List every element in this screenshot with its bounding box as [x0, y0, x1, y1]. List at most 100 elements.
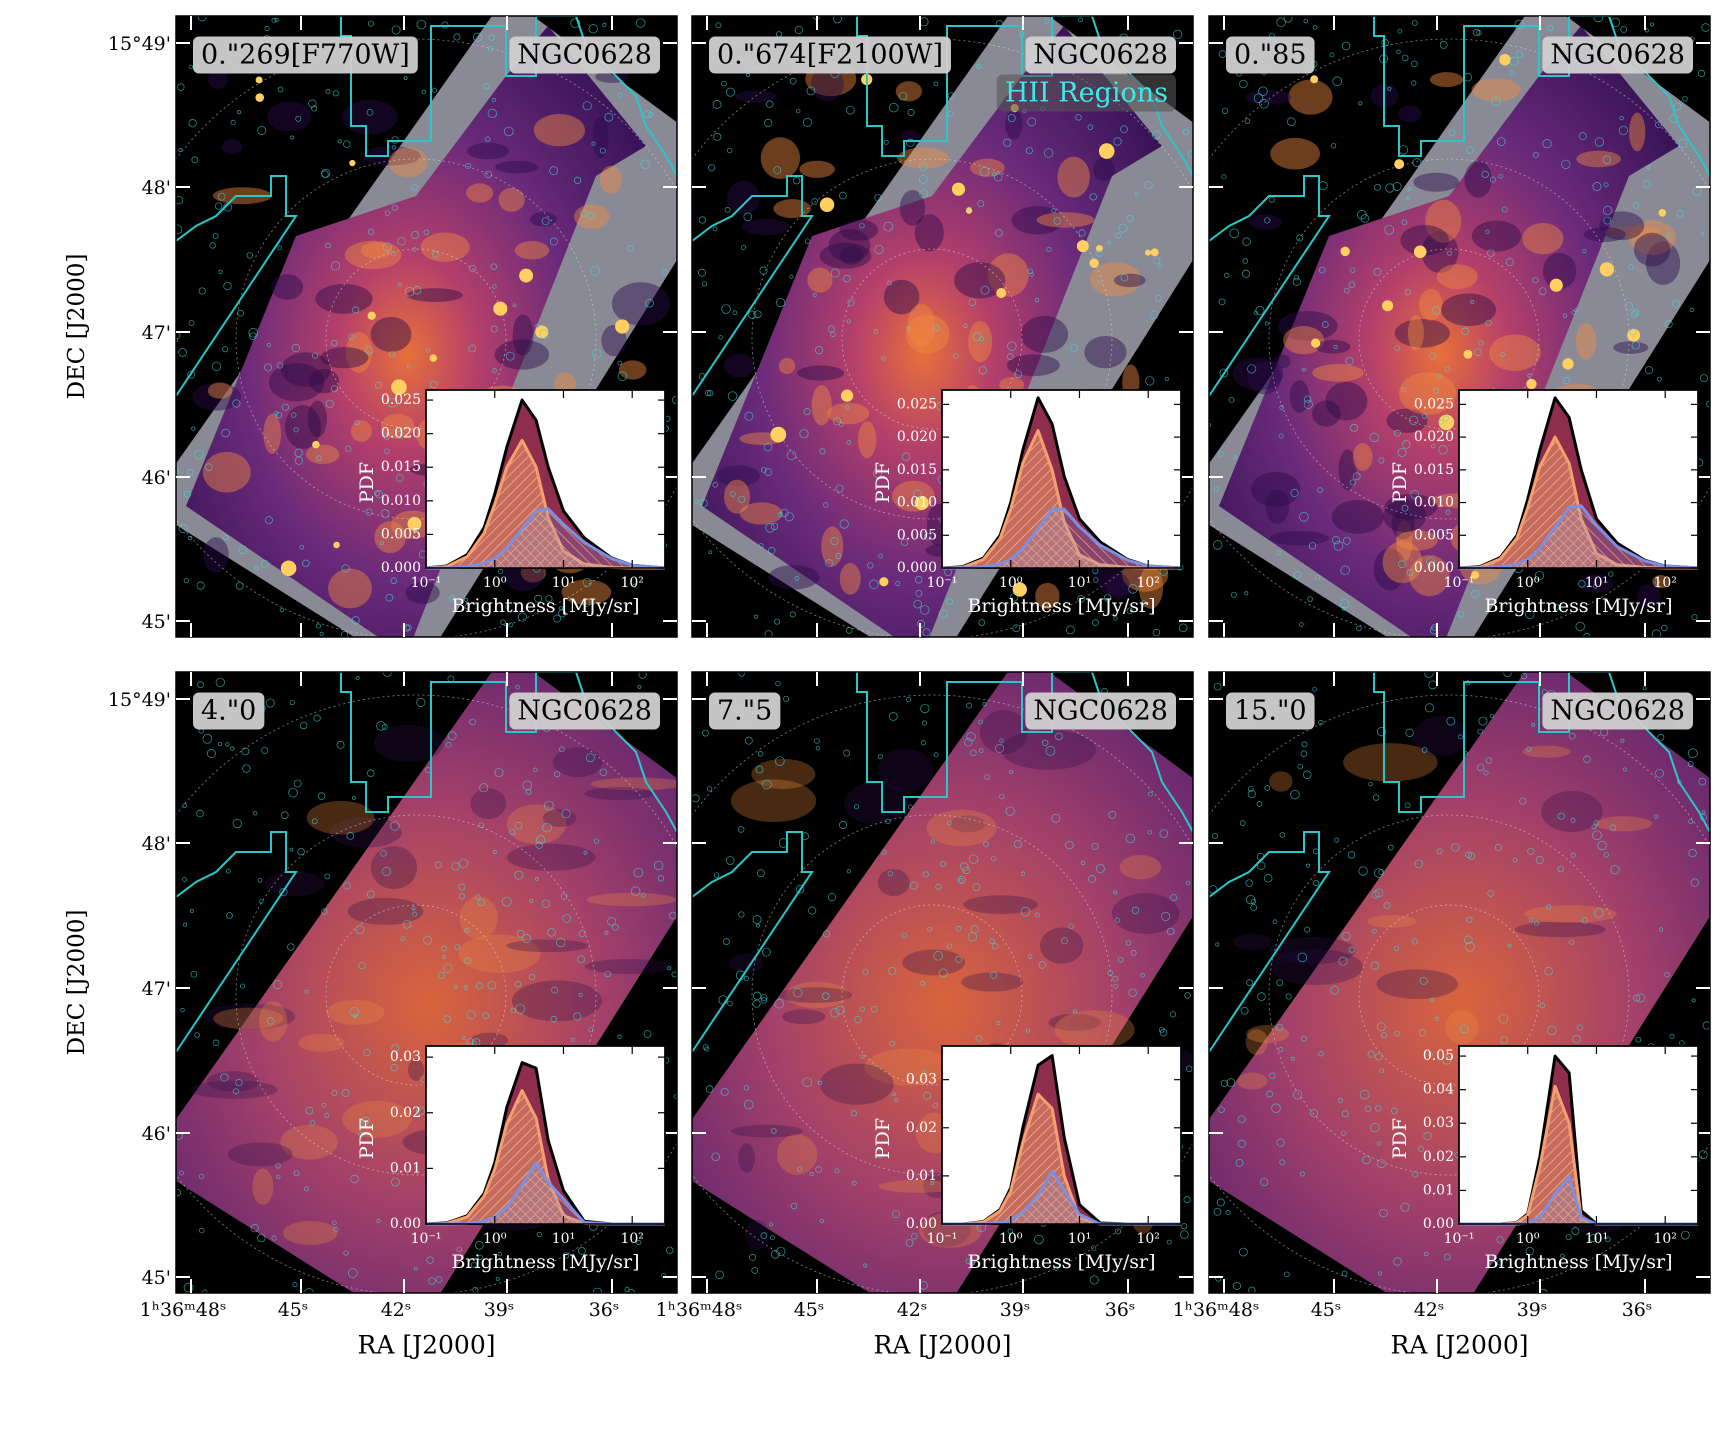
hii-region [1185, 880, 1191, 886]
hii-region [760, 467, 767, 473]
hii-region [854, 1015, 862, 1024]
hii-region [1664, 972, 1670, 978]
hii-region [1392, 182, 1402, 191]
hii-region [917, 619, 926, 628]
structure [1288, 79, 1333, 115]
hii-region [1394, 345, 1401, 352]
hii-region [755, 923, 760, 928]
hii-region [495, 1277, 500, 1281]
hii-region [1654, 579, 1660, 585]
hii-region [541, 899, 551, 908]
structure [776, 1134, 818, 1175]
coverage-outline [176, 175, 298, 397]
hii-region [179, 1170, 184, 1176]
hii-region [1068, 923, 1074, 929]
hii-region [701, 281, 708, 287]
hii-region [365, 508, 373, 516]
hii-region [1581, 917, 1589, 924]
hii-region [1334, 837, 1340, 843]
galaxy-map [186, 26, 646, 637]
hii-region [1593, 16, 1604, 23]
hii-region [212, 1039, 220, 1047]
hii-region [637, 684, 642, 689]
structure [370, 316, 412, 352]
hii-region [1378, 869, 1384, 875]
hii-region [1534, 571, 1545, 581]
structure [1036, 212, 1095, 228]
structure [1236, 1072, 1268, 1090]
pdf-area [1459, 397, 1698, 568]
structure [1407, 315, 1424, 351]
hii-region [640, 159, 650, 170]
hii-region [431, 250, 439, 258]
y-tick-label: 0.03 [906, 1072, 937, 1088]
hii-region [1152, 130, 1161, 140]
ra-tick-label: 42ˢ [897, 1299, 928, 1321]
hii-region [887, 280, 892, 286]
hii-region [336, 740, 345, 749]
hii-region [808, 906, 817, 915]
hii-region [990, 971, 998, 979]
structure [1113, 273, 1146, 288]
hii-region [535, 841, 543, 849]
hii-region [1258, 86, 1268, 96]
hii-region [274, 17, 279, 22]
structure [574, 204, 610, 230]
hii-region [938, 968, 948, 978]
hii-region [275, 1163, 281, 1169]
structure [1119, 854, 1162, 880]
hii-region [1500, 352, 1505, 357]
structure [781, 1009, 826, 1025]
structure [1331, 499, 1384, 534]
y-tick-label: 0.01 [390, 1160, 421, 1176]
hii-region [1173, 29, 1183, 39]
hii-region [630, 886, 641, 896]
structure [298, 1033, 345, 1052]
hii-region [1303, 770, 1312, 779]
hii-region [1689, 307, 1694, 313]
hii-region [1690, 878, 1700, 887]
structure [1270, 530, 1329, 546]
structure [926, 809, 997, 847]
hii-region [1397, 28, 1403, 34]
y-tick-label: 0.05 [1423, 1048, 1454, 1064]
hii-region [1432, 306, 1441, 315]
hii-region [1286, 117, 1296, 127]
hii-region [241, 747, 250, 756]
hii-region [780, 508, 789, 518]
hii-region [804, 238, 811, 244]
hii-region [1131, 906, 1140, 915]
hii-region [287, 943, 295, 951]
hii-region [1161, 911, 1171, 921]
structure [827, 402, 870, 425]
y-tick-label: 0.02 [1423, 1149, 1454, 1165]
hii-region [755, 765, 764, 774]
hii-region [872, 468, 882, 478]
hii-region [1635, 1036, 1642, 1043]
hii-region [1411, 80, 1417, 86]
hot-spot [1076, 240, 1089, 253]
hii-region [1125, 833, 1136, 844]
hii-region [585, 753, 595, 763]
hii-region [640, 892, 646, 898]
hii-region [766, 100, 774, 108]
structure [914, 214, 944, 252]
hii-region [799, 429, 809, 439]
hii-region [1677, 138, 1688, 149]
frame [175, 671, 678, 1294]
hot-spot [819, 197, 835, 213]
hii-region [1644, 366, 1653, 375]
dec-tick-label: 48' [142, 833, 171, 855]
y-tick-label: 0.000 [381, 560, 421, 576]
hii-region [883, 221, 894, 232]
hii-region [341, 1089, 350, 1098]
structure [1245, 89, 1292, 105]
hii-region [823, 502, 829, 508]
hii-region [1364, 1105, 1372, 1112]
hii-region [482, 1012, 490, 1020]
hii-region [1589, 1234, 1598, 1242]
hii-region [1308, 542, 1317, 550]
hii-region [1027, 117, 1037, 127]
hii-region [189, 909, 194, 913]
dec-tick-label: 46' [142, 467, 171, 489]
